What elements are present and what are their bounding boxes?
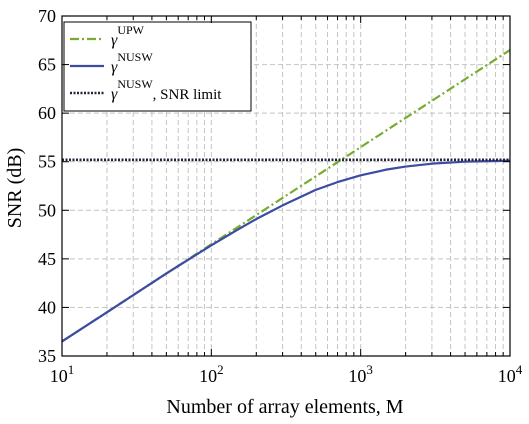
y-tick-label: 65 — [38, 55, 56, 75]
y-tick-labels: 35 40 45 50 55 60 65 70 — [38, 6, 56, 366]
x-axis-label: Number of array elements, M — [166, 396, 403, 418]
y-tick-label: 55 — [38, 152, 56, 172]
x-tick-label: 103 — [348, 362, 373, 386]
y-tick-label: 50 — [38, 200, 56, 220]
axis-ticks — [61, 15, 511, 357]
x-tick-label: 104 — [498, 362, 523, 386]
x-tick-labels: 101 102 103 104 — [50, 362, 523, 386]
y-axis-label: SNR (dB) — [4, 148, 26, 229]
y-tick-label: 40 — [38, 297, 56, 317]
y-tick-label: 45 — [38, 249, 56, 269]
plot-frame — [61, 15, 511, 357]
series-line-2 — [61, 159, 511, 343]
legend-label-1: γUPW — [111, 23, 145, 49]
x-tick-label: 102 — [199, 362, 224, 386]
x-tick-label: 101 — [50, 362, 75, 386]
series-lines — [61, 49, 511, 343]
y-tick-label: 70 — [38, 6, 56, 26]
legend-label-2: γNUSW — [111, 50, 153, 76]
y-tick-label: 35 — [38, 346, 56, 366]
legend-label-3: γNUSW, SNR limit — [111, 77, 222, 103]
y-tick-label: 60 — [38, 103, 56, 123]
